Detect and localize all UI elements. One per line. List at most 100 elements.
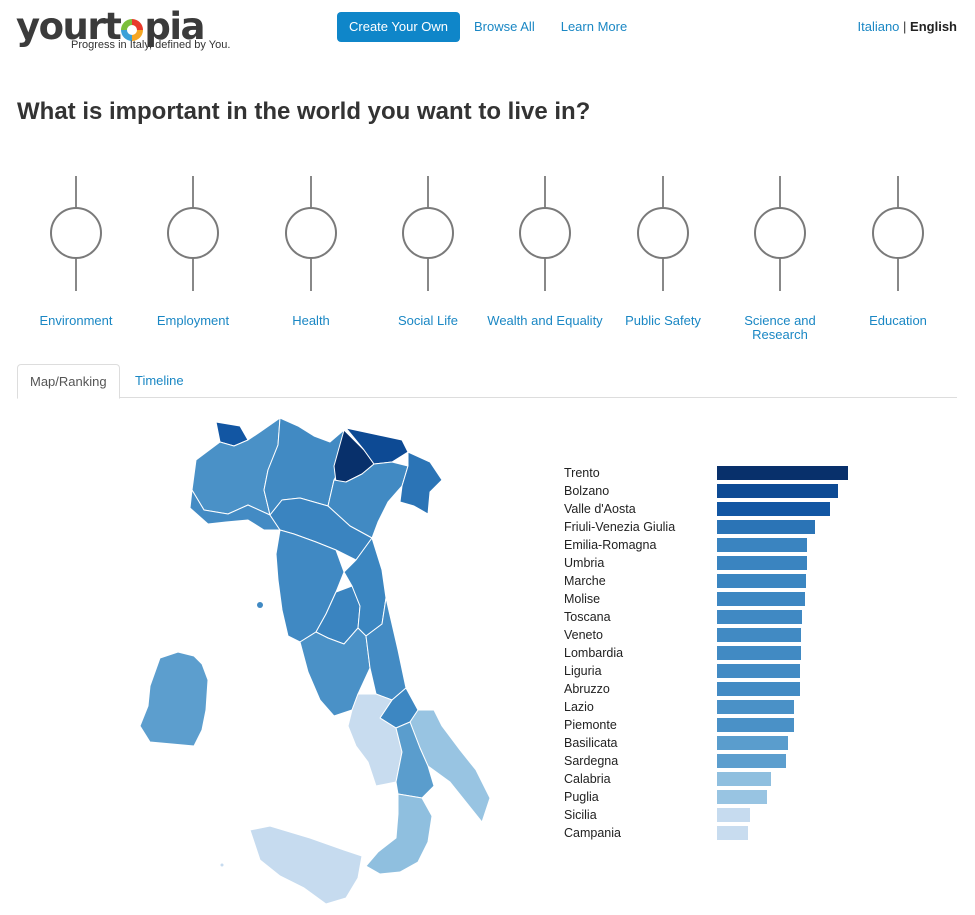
ranking-region-name: Sicilia [564, 808, 597, 822]
ranking-row[interactable]: Basilicata [564, 734, 864, 752]
slider-knob[interactable] [754, 207, 806, 259]
ranking-row[interactable]: Veneto [564, 626, 864, 644]
english-link[interactable]: English [910, 19, 957, 34]
slider-knob[interactable] [167, 207, 219, 259]
slider-knob[interactable] [285, 207, 337, 259]
slider-knob[interactable] [519, 207, 571, 259]
ranking-bar [717, 736, 788, 750]
map-island [257, 602, 263, 608]
slider-label[interactable]: Social Life [398, 313, 458, 328]
ranking-row[interactable]: Molise [564, 590, 864, 608]
ranking-region-name: Emilia-Romagna [564, 538, 657, 552]
map-region-calabria[interactable] [365, 793, 433, 875]
ranking-bar [717, 574, 806, 588]
site-logo[interactable]: yourt pia [16, 6, 256, 61]
ranking-bar [717, 682, 800, 696]
ranking-row[interactable]: Puglia [564, 788, 864, 806]
slider-label[interactable]: Health [292, 313, 330, 328]
ranking-region-name: Liguria [564, 664, 602, 678]
slider-label[interactable]: Environment [39, 313, 113, 328]
ranking-bar [717, 646, 801, 660]
slider-knob[interactable] [50, 207, 102, 259]
italy-region-map [139, 417, 491, 905]
slider-knob[interactable] [402, 207, 454, 259]
ranking-region-name: Trento [564, 466, 600, 480]
tab-timeline[interactable]: Timeline [135, 373, 184, 388]
ranking-region-name: Toscana [564, 610, 611, 624]
ranking-bar [717, 826, 748, 840]
ranking-region-name: Bolzano [564, 484, 610, 498]
ranking-region-name: Lazio [564, 700, 594, 714]
language-separator: | [903, 19, 907, 34]
ranking-row[interactable]: Piemonte [564, 716, 864, 734]
slider-knob[interactable] [872, 207, 924, 259]
logo-circle-icon [121, 19, 144, 41]
ranking-bar [717, 466, 848, 480]
view-tabs: Map/Ranking Timeline [17, 364, 957, 399]
ranking-row[interactable]: Friuli-Venezia Giulia [564, 518, 864, 536]
ranking-row[interactable]: Toscana [564, 608, 864, 626]
region-ranking: Trento Bolzano Valle d'Aosta Friuli-Venezia… [564, 464, 864, 842]
ranking-region-name: Umbria [564, 556, 605, 570]
ranking-bar [717, 538, 807, 552]
ranking-row[interactable]: Marche [564, 572, 864, 590]
ranking-row[interactable]: Liguria [564, 662, 864, 680]
ranking-row[interactable]: Abruzzo [564, 680, 864, 698]
ranking-bar [717, 772, 771, 786]
priority-sliders: Environment Employment Health Social Lif… [17, 176, 957, 351]
logo-wordmark: yourt pia [16, 5, 205, 48]
ranking-row[interactable]: Campania [564, 824, 864, 842]
tab-map-ranking[interactable]: Map/Ranking [17, 364, 120, 399]
ranking-bar [717, 520, 815, 534]
ranking-region-name: Veneto [564, 628, 603, 642]
ranking-row[interactable]: Umbria [564, 554, 864, 572]
ranking-bar [717, 754, 786, 768]
map-region-sicilia[interactable] [249, 825, 363, 905]
map-region-bolzano[interactable] [345, 427, 409, 465]
ranking-region-name: Marche [564, 574, 606, 588]
learn-more-link[interactable]: Learn More [560, 19, 628, 34]
ranking-region-name: Friuli-Venezia Giulia [564, 520, 676, 534]
ranking-region-name: Lombardia [564, 646, 624, 660]
slider-label[interactable]: Employment [156, 313, 230, 328]
map-region-sardegna[interactable] [139, 651, 209, 747]
slider-knob[interactable] [637, 207, 689, 259]
ranking-row[interactable]: Sardegna [564, 752, 864, 770]
slider-label[interactable]: Education [869, 313, 927, 328]
ranking-row[interactable]: Bolzano [564, 482, 864, 500]
slider-label[interactable]: Wealth and Equality [487, 313, 603, 328]
map-island [220, 863, 224, 867]
ranking-region-name: Valle d'Aosta [564, 502, 636, 516]
ranking-region-name: Puglia [564, 790, 599, 804]
slider-label[interactable]: Public Safety [625, 313, 701, 328]
ranking-row[interactable]: Valle d'Aosta [564, 500, 864, 518]
ranking-region-name: Piemonte [564, 718, 617, 732]
ranking-bar [717, 592, 805, 606]
ranking-bar [717, 700, 794, 714]
ranking-row[interactable]: Emilia-Romagna [564, 536, 864, 554]
ranking-row[interactable]: Trento [564, 464, 864, 482]
language-switcher: Italiano | English [857, 19, 957, 34]
ranking-region-name: Calabria [564, 772, 611, 786]
slider-label[interactable]: Science and Research [744, 313, 816, 342]
ranking-bar [717, 664, 800, 678]
ranking-row[interactable]: Lombardia [564, 644, 864, 662]
ranking-row[interactable]: Lazio [564, 698, 864, 716]
ranking-bar [717, 718, 794, 732]
ranking-region-name: Basilicata [564, 736, 618, 750]
ranking-row[interactable]: Sicilia [564, 806, 864, 824]
ranking-bar [717, 790, 767, 804]
italiano-link[interactable]: Italiano [857, 19, 900, 34]
ranking-region-name: Campania [564, 826, 621, 840]
map-region-basilicata[interactable] [395, 721, 435, 799]
ranking-bar [717, 808, 750, 822]
ranking-bar [717, 502, 830, 516]
page-question: What is important in the world you want … [17, 98, 591, 125]
map-region-liguria[interactable] [189, 489, 281, 531]
ranking-region-name: Abruzzo [564, 682, 610, 696]
create-your-own-button[interactable]: Create Your Own [337, 12, 461, 42]
tagline: Progress in Italy, defined by You. [71, 39, 231, 51]
browse-all-link[interactable]: Browse All [474, 19, 535, 34]
ranking-row[interactable]: Calabria [564, 770, 864, 788]
map-region-friuli-venezia-giulia[interactable] [399, 451, 443, 515]
